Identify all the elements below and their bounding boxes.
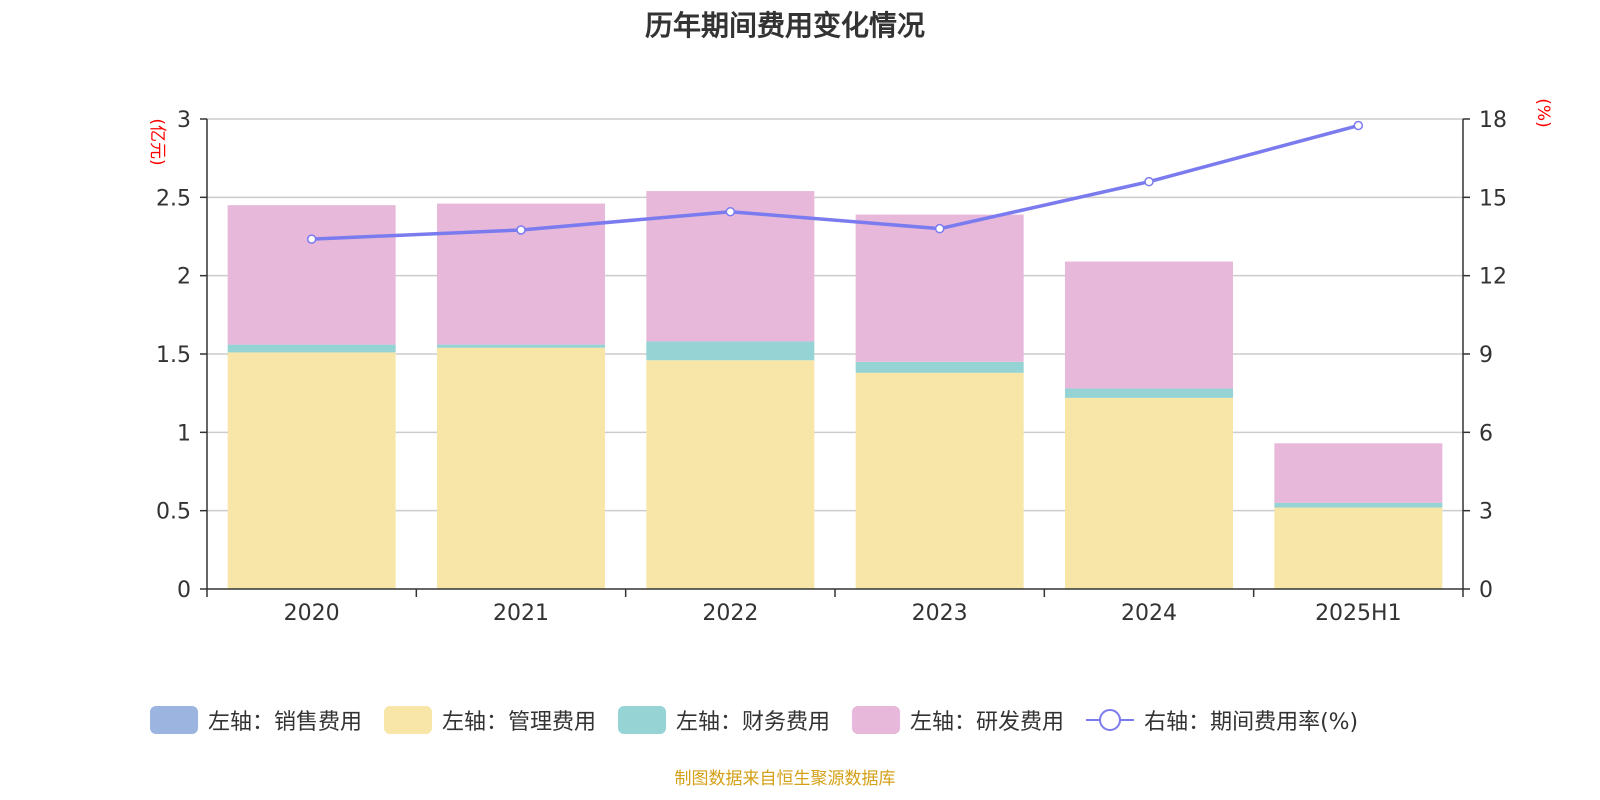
x-axis-tick-label: 2022 <box>702 601 758 626</box>
legend-label-expense-rate: 右轴：期间费用率(%) <box>1144 710 1359 735</box>
bar-segment <box>1065 261 1233 389</box>
chart-plot: (亿元) (%) 0 0 0.5 3 1 6 1.5 9 2 12 2.5 15 3 18 2020 2021… <box>147 98 1553 626</box>
left-axis-tick-label: 2.5 <box>156 186 191 211</box>
right-axis-tick-label: 18 <box>1479 108 1507 133</box>
expense-rate-point <box>725 206 736 217</box>
chart-legend: 左轴：销售费用 左轴：管理费用 左轴：财务费用 左轴：研发费用 右轴：期间费用率… <box>150 702 1380 738</box>
legend-swatch-rnd <box>852 706 901 734</box>
right-axis-tick-label: 3 <box>1479 500 1493 525</box>
expense-rate-point <box>934 223 945 234</box>
left-axis-tick-label: 1 <box>177 421 191 446</box>
right-axis-tick-label: 12 <box>1479 265 1507 290</box>
legend-swatch-sales <box>150 706 198 734</box>
legend-swatch-finance <box>618 706 667 734</box>
bar-segment <box>1274 443 1443 503</box>
right-axis-tick-label: 15 <box>1479 186 1507 211</box>
left-axis-tick-label: 2 <box>177 265 191 290</box>
legend-item-finance[interactable]: 左轴：财务费用 <box>618 704 830 736</box>
x-axis-tick-label: 2025H1 <box>1315 601 1402 626</box>
bar-segment <box>1065 388 1233 398</box>
right-axis-tick-label: 9 <box>1479 343 1493 368</box>
legend-label-sales: 左轴：销售费用 <box>208 710 363 735</box>
x-axis-tick-label: 2020 <box>284 601 340 626</box>
legend-item-expense-rate[interactable]: 右轴：期间费用率(%) <box>1086 704 1358 736</box>
legend-line-icon <box>1086 706 1135 734</box>
bar-segment <box>227 352 396 589</box>
x-axis-tick-label: 2024 <box>1121 601 1177 626</box>
chart-title: 历年期间费用变化情况 <box>644 9 925 42</box>
legend-label-rnd: 左轴：研发费用 <box>910 710 1065 735</box>
data-source-note: 制图数据来自恒生聚源数据库 <box>674 769 896 789</box>
left-axis-tick-label: 0.5 <box>156 500 191 525</box>
bar-segment <box>437 347 605 589</box>
bar-segment <box>646 360 815 589</box>
left-axis-tick-label: 0 <box>177 578 191 603</box>
left-axis-tick-label: 3 <box>177 108 191 133</box>
legend-item-admin[interactable]: 左轴：管理费用 <box>384 704 596 736</box>
legend-swatch-admin <box>384 706 433 734</box>
bar-segment <box>855 372 1024 589</box>
bar-segment <box>646 341 815 361</box>
expense-rate-point <box>306 234 317 244</box>
legend-item-sales[interactable]: 左轴：销售费用 <box>150 704 362 736</box>
bar-segment <box>437 344 605 348</box>
bar-segment <box>855 361 1024 373</box>
expense-rate-point <box>1353 120 1364 131</box>
bar-segment <box>227 205 396 345</box>
expense-rate-point <box>1144 176 1154 187</box>
legend-label-admin: 左轴：管理费用 <box>442 710 597 735</box>
right-axis-tick-label: 0 <box>1479 578 1493 603</box>
bar-segment <box>1065 397 1233 589</box>
expense-rate-line <box>311 123 1359 241</box>
bar-segment <box>1274 502 1443 508</box>
x-axis-tick-label: 2023 <box>912 601 968 626</box>
legend-item-rnd[interactable]: 左轴：研发费用 <box>852 704 1064 736</box>
expense-rate-point <box>516 225 526 235</box>
left-axis-unit: (亿元) <box>147 118 167 165</box>
bar-segment <box>227 344 396 353</box>
left-axis-tick-label: 1.5 <box>156 343 191 368</box>
bar-segment <box>855 214 1024 362</box>
x-axis-tick-label: 2021 <box>493 601 549 626</box>
legend-label-finance: 左轴：财务费用 <box>676 710 831 735</box>
right-axis-unit: (%) <box>1533 98 1553 127</box>
bar-segment <box>1274 507 1443 589</box>
right-axis-tick-label: 6 <box>1479 421 1493 446</box>
